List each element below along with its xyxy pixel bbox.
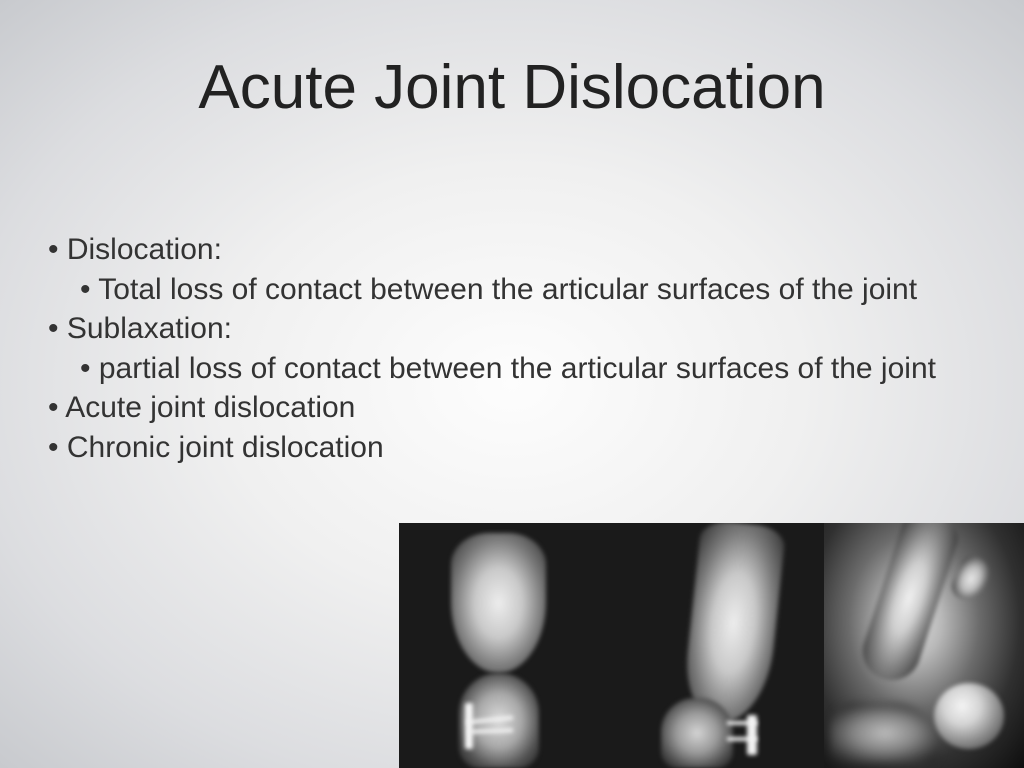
slide: Acute Joint Dislocation Dislocation: Tot…	[0, 0, 1024, 768]
bullet-sublaxation-def: partial loss of contact between the arti…	[80, 349, 984, 389]
bullet-chronic: Chronic joint dislocation	[48, 428, 984, 468]
bullet-text: partial loss of contact between the arti…	[99, 352, 936, 385]
xray-image-row	[399, 523, 1024, 768]
bullet-sublaxation: Sublaxation:	[48, 309, 984, 349]
xray-hardware	[727, 721, 757, 725]
xray-bone	[855, 523, 963, 688]
slide-body: Dislocation: Total loss of contact betwe…	[48, 230, 984, 468]
bullet-acute: Acute joint dislocation	[48, 388, 984, 428]
xray-hardware	[727, 737, 757, 741]
xray-bone-fragment	[948, 553, 994, 606]
bullet-marker	[80, 273, 98, 306]
bullet-dislocation: Dislocation:	[48, 230, 984, 270]
slide-title: Acute Joint Dislocation	[0, 0, 1024, 123]
xray-bone	[451, 533, 546, 673]
bullet-text: Total loss of contact between the articu…	[98, 273, 917, 306]
bullet-marker	[80, 352, 99, 385]
bullet-dislocation-def: Total loss of contact between the articu…	[80, 270, 984, 310]
xray-bone	[661, 698, 733, 768]
xray-bone	[681, 523, 786, 727]
xray-soft-tissue	[830, 703, 940, 763]
xray-image-2	[599, 523, 824, 768]
xray-bone	[934, 683, 1004, 749]
xray-image-1	[399, 523, 599, 768]
xray-image-3	[824, 523, 1024, 768]
xray-hardware	[465, 703, 473, 749]
